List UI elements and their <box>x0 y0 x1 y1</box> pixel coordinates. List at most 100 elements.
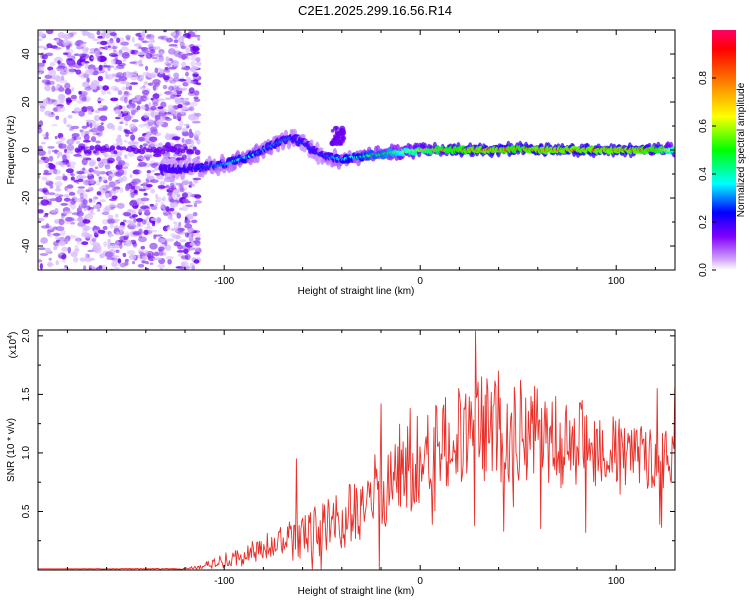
noise-dot <box>52 169 61 175</box>
noise-dot <box>82 167 86 171</box>
noise-dot <box>143 112 150 119</box>
noise-dot <box>63 194 70 198</box>
noise-dot <box>55 226 65 232</box>
noise-dot <box>189 263 195 266</box>
noise-band-dot <box>194 149 201 156</box>
noise-dot <box>115 156 122 162</box>
noise-dot <box>177 253 183 257</box>
noise-dot <box>182 192 188 199</box>
spectrogram-y-ticks: -40 -20 0 20 40 <box>21 29 675 271</box>
noise-dot <box>143 229 149 236</box>
noise-dot <box>116 37 121 44</box>
noise-dot <box>40 225 50 229</box>
noise-band-dot <box>109 145 116 151</box>
noise-dot <box>117 258 122 264</box>
noise-dot <box>137 136 145 142</box>
noise-dot <box>183 97 190 101</box>
noise-dot <box>157 184 166 190</box>
noise-dot <box>136 105 141 111</box>
noise-dot <box>45 79 51 85</box>
noise-dot <box>188 106 195 112</box>
spectrogram-x-axis-label: Height of straight line (km) <box>298 286 415 297</box>
noise-dot <box>193 251 200 255</box>
noise-dot <box>97 125 105 132</box>
noise-dot <box>69 165 75 169</box>
noise-dot <box>77 186 86 189</box>
noise-dot <box>163 75 170 81</box>
noise-dot <box>70 251 78 258</box>
snr-multiplier-base: (x10 <box>8 338 19 358</box>
noise-dot <box>66 184 74 189</box>
noise-dot <box>79 202 84 207</box>
noise-dot <box>144 153 153 158</box>
spectrogram-x-tick-label: 100 <box>608 276 625 287</box>
noise-dot <box>46 262 55 267</box>
spectrogram-y-tick-label: 20 <box>21 96 32 108</box>
noise-dot <box>85 47 89 51</box>
noise-dot <box>42 172 52 176</box>
noise-dot <box>117 90 123 96</box>
noise-dot <box>140 197 150 202</box>
noise-dot <box>84 252 89 259</box>
noise-dot <box>138 46 142 49</box>
snr-x-tick-label: -100 <box>214 576 234 587</box>
noise-dot <box>122 108 129 114</box>
noise-dot <box>180 109 185 115</box>
noise-dot <box>119 242 123 249</box>
noise-band-dot <box>138 148 145 155</box>
noise-dot <box>107 169 117 177</box>
noise-dot <box>70 94 77 100</box>
noise-dot <box>185 213 194 220</box>
noise-dot <box>73 179 79 183</box>
noise-dot <box>70 203 77 210</box>
noise-dot <box>38 45 46 49</box>
noise-dot <box>119 166 129 169</box>
noise-dot <box>61 246 69 252</box>
noise-dot <box>134 141 139 147</box>
noise-dot <box>152 60 159 63</box>
noise-dot <box>119 187 124 193</box>
noise-dot <box>64 88 72 95</box>
noise-dot <box>51 85 56 92</box>
noise-dot <box>180 255 189 260</box>
noise-dot <box>132 178 142 184</box>
noise-dot <box>70 176 75 181</box>
noise-dot <box>63 117 67 125</box>
noise-dot <box>188 233 192 239</box>
noise-dot <box>192 79 199 85</box>
noise-dot <box>151 98 159 104</box>
noise-dot <box>124 96 128 104</box>
noise-dot <box>91 237 97 243</box>
noise-dot <box>40 156 46 161</box>
noise-dot <box>153 252 160 257</box>
noise-dot <box>194 237 201 241</box>
noise-dot <box>142 89 150 96</box>
noise-dot <box>141 219 147 225</box>
snr-marks <box>38 330 675 570</box>
colorbar-tick-label: 0.4 <box>698 167 709 181</box>
noise-dot <box>129 174 133 179</box>
noise-dot <box>167 48 176 55</box>
noise-dot <box>95 86 100 91</box>
noise-dot <box>44 212 49 216</box>
noise-dot <box>96 157 101 162</box>
noise-dot <box>165 238 175 242</box>
noise-dot <box>76 46 84 50</box>
snr-series-line <box>38 330 675 570</box>
noise-band-dot <box>93 150 97 154</box>
snr-y-tick-label: 1.0 <box>21 446 32 460</box>
noise-dot <box>122 105 126 109</box>
noise-dot <box>104 152 108 157</box>
noise-dot <box>135 218 144 223</box>
snr-plot-area <box>38 330 675 570</box>
snr-y-tick-label: 2.0 <box>21 328 32 342</box>
noise-dot <box>143 97 150 101</box>
noise-dot <box>62 176 67 180</box>
noise-dot <box>173 84 177 88</box>
noise-dot <box>172 189 180 195</box>
noise-dot <box>107 45 111 48</box>
noise-dot <box>62 33 71 40</box>
colorbar-tick-label: 0.6 <box>698 119 709 133</box>
noise-dot <box>145 261 149 265</box>
noise-dot <box>154 167 159 171</box>
